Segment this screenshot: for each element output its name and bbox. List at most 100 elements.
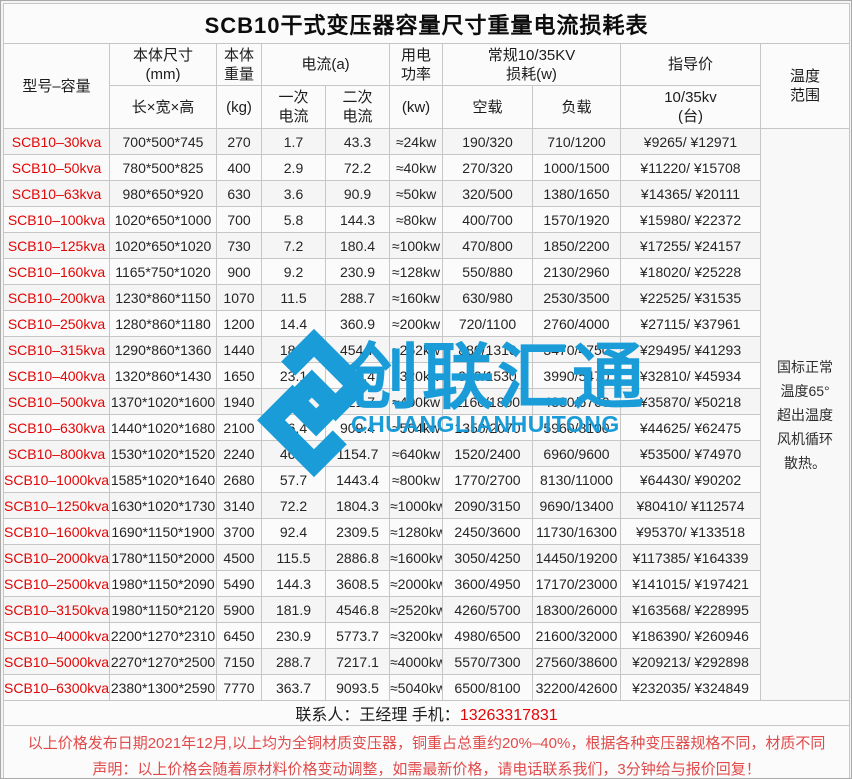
model-cell: SCB10–63kva [3,180,110,207]
load-cell: 1570/1920 [532,206,621,233]
load-cell: 2130/2960 [532,258,621,285]
model-cell: SCB10–630kva [3,414,110,441]
primary-cell: 28.9 [261,388,326,415]
noload-cell: 6500/8100 [442,674,533,701]
col-subheader-lwh: 长×宽×高 [109,85,217,129]
disclaimer-text: 以上价格发布日期2021年12月,以上均为全铜材质变压器，铜重占总重约20%–4… [2,725,851,778]
weight-cell: 730 [216,232,262,259]
table-row: SCB10–250kva 1280*860*1180 1200 14.4 360.9 ≈2… [3,310,850,337]
secondary-cell: 3608.5 [325,570,390,597]
weight-cell: 4500 [216,544,262,571]
table-row: SCB10–630kva 1440*1020*1680 2100 36.4 909.4 ≈… [3,414,850,441]
noload-cell: 720/1100 [442,310,533,337]
noload-cell: 1350/2070 [442,414,533,441]
weight-cell: 7150 [216,648,262,675]
size-cell: 1630*1020*1730 [109,492,217,519]
secondary-cell: 454.7 [325,336,390,363]
size-cell: 1230*860*1150 [109,284,217,311]
weight-cell: 5490 [216,570,262,597]
noload-cell: 4260/5700 [442,596,533,623]
model-cell: SCB10–100kva [3,206,110,233]
weight-cell: 630 [216,180,262,207]
noload-cell: 550/880 [442,258,533,285]
weight-cell: 1650 [216,362,262,389]
price-cell: ¥209213/ ¥292898 [620,648,761,675]
price-cell: ¥117385/ ¥164339 [620,544,761,571]
secondary-cell: 1443.4 [325,466,390,493]
power-cell: ≈3200kw [389,622,443,649]
primary-cell: 7.2 [261,232,326,259]
col-header-size: 本体尺寸 (mm) [109,43,217,86]
power-cell: ≈252kw [389,336,443,363]
power-cell: ≈80kw [389,206,443,233]
disclaimer-row: 以上价格发布日期2021年12月,以上均为全铜材质变压器，铜重占总重约20%–4… [2,725,851,778]
primary-cell: 288.7 [261,648,326,675]
primary-cell: 363.7 [261,674,326,701]
load-cell: 710/1200 [532,128,621,155]
price-cell: ¥32810/ ¥45934 [620,362,761,389]
power-cell: ≈320kw [389,362,443,389]
secondary-cell: 9093.5 [325,674,390,701]
table-row: SCB10–1000kva 1585*1020*1640 2680 57.7 1443.… [3,466,850,493]
primary-cell: 3.6 [261,180,326,207]
col-subheader-price-unit: 10/35kv (台) [620,85,761,129]
col-header-loss-group: 常规10/35KV 损耗(w) [442,43,621,86]
power-cell: ≈160kw [389,284,443,311]
price-cell: ¥29495/ ¥41293 [620,336,761,363]
load-cell: 32200/42600 [532,674,621,701]
secondary-cell: 2309.5 [325,518,390,545]
weight-cell: 3700 [216,518,262,545]
secondary-cell: 43.3 [325,128,390,155]
secondary-cell: 577.4 [325,362,390,389]
temp-note-line: 散热。 [784,454,827,471]
power-cell: ≈800kw [389,466,443,493]
load-cell: 2530/3500 [532,284,621,311]
noload-cell: 2450/3600 [442,518,533,545]
load-cell: 18300/26000 [532,596,621,623]
table-row: SCB10–200kva 1230*860*1150 1070 11.5 288.7 ≈1… [3,284,850,311]
primary-cell: 92.4 [261,518,326,545]
contact-row: 联系人：王经理 手机：13263317831 [2,700,851,726]
power-cell: ≈40kw [389,154,443,181]
disclaimer-line-1: 以上价格发布日期2021年12月,以上均为全铜材质变压器，铜重占总重约20%–4… [27,735,826,752]
model-cell: SCB10–50kva [3,154,110,181]
weight-cell: 7770 [216,674,262,701]
weight-cell: 5900 [216,596,262,623]
model-cell: SCB10–30kva [3,128,110,155]
power-cell: ≈400kw [389,388,443,415]
price-cell: ¥35870/ ¥50218 [620,388,761,415]
noload-cell: 3050/4250 [442,544,533,571]
model-cell: SCB10–800kva [3,440,110,467]
table-row: SCB10–125kva 1020*650*1020 730 7.2 180.4 ≈100… [3,232,850,259]
model-cell: SCB10–160kva [3,258,110,285]
col-subheader-load: 负载 [532,85,621,129]
price-cell: ¥9265/ ¥12971 [620,128,761,155]
load-cell: 1380/1650 [532,180,621,207]
price-cell: ¥163568/ ¥228995 [620,596,761,623]
table-row: SCB10–63kva 980*650*920 630 3.6 90.9 ≈50kw 320… [3,180,850,207]
noload-cell: 5570/7300 [442,648,533,675]
load-cell: 5960/8100 [532,414,621,441]
noload-cell: 980/1530 [442,362,533,389]
size-cell: 1780*1150*2000 [109,544,217,571]
primary-cell: 9.2 [261,258,326,285]
table-row: SCB10–50kva 780*500*825 400 2.9 72.2 ≈40kw 270… [3,154,850,181]
primary-cell: 11.5 [261,284,326,311]
primary-cell: 36.4 [261,414,326,441]
primary-cell: 14.4 [261,310,326,337]
model-cell: SCB10–200kva [3,284,110,311]
model-cell: SCB10–5000kva [3,648,110,675]
size-cell: 1980*1150*2090 [109,570,217,597]
primary-cell: 1.7 [261,128,326,155]
price-cell: ¥53500/ ¥74970 [620,440,761,467]
secondary-cell: 90.9 [325,180,390,207]
secondary-cell: 1154.7 [325,440,390,467]
size-cell: 1320*860*1430 [109,362,217,389]
table-title-row: SCB10干式变压器容量尺寸重量电流损耗表 [2,3,851,44]
col-subheader-kw: (kw) [389,85,443,129]
secondary-cell: 4546.8 [325,596,390,623]
table-row: SCB10–3150kva 1980*1150*2120 5900 181.9 4546… [3,596,850,623]
temp-range-note: 国标正常 温度65° 超出温度 风机循环 散热。 [759,128,851,701]
model-cell: SCB10–315kva [3,336,110,363]
col-subheader-kg: (kg) [216,85,262,129]
